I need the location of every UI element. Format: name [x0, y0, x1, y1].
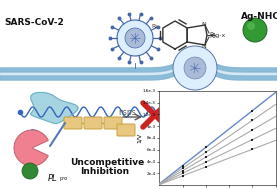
- Text: R₁: R₁: [209, 32, 216, 36]
- Text: RdRp complex: RdRp complex: [175, 92, 230, 101]
- Circle shape: [117, 20, 153, 56]
- Text: R₂: R₂: [152, 25, 158, 29]
- Point: [180, 164, 185, 167]
- Circle shape: [193, 110, 217, 134]
- FancyBboxPatch shape: [64, 117, 82, 129]
- Polygon shape: [31, 92, 78, 124]
- Wedge shape: [14, 130, 48, 166]
- Circle shape: [247, 22, 255, 30]
- Circle shape: [200, 115, 230, 145]
- Circle shape: [125, 28, 145, 48]
- Y-axis label: 1/V: 1/V: [136, 133, 142, 143]
- Point: [250, 129, 255, 132]
- Point: [204, 165, 208, 168]
- Circle shape: [243, 18, 267, 42]
- Text: Inhibition: Inhibition: [80, 167, 129, 176]
- Point: [204, 160, 208, 163]
- Point: [250, 148, 255, 151]
- Text: nsps: nsps: [118, 108, 136, 117]
- FancyBboxPatch shape: [104, 117, 122, 129]
- Text: pro: pro: [59, 176, 67, 181]
- Point: [250, 119, 255, 122]
- FancyBboxPatch shape: [84, 117, 102, 129]
- Circle shape: [173, 46, 217, 90]
- Point: [180, 169, 185, 172]
- Point: [250, 109, 255, 112]
- Text: Ag-NHC: Ag-NHC: [241, 12, 277, 21]
- Point: [250, 138, 255, 141]
- Text: SARS-CoV-2: SARS-CoV-2: [4, 18, 64, 27]
- FancyBboxPatch shape: [117, 124, 135, 136]
- Circle shape: [22, 163, 38, 179]
- Text: Uncompetitive: Uncompetitive: [70, 158, 144, 167]
- Circle shape: [184, 57, 206, 79]
- Point: [180, 174, 185, 177]
- Point: [180, 172, 185, 175]
- Point: [204, 151, 208, 154]
- Circle shape: [204, 107, 226, 129]
- Text: N: N: [202, 22, 206, 26]
- Circle shape: [212, 120, 232, 140]
- Text: R₁: R₁: [209, 33, 216, 39]
- Text: PL: PL: [48, 174, 58, 183]
- Point: [204, 146, 208, 149]
- Text: Ag-x: Ag-x: [212, 33, 226, 37]
- Circle shape: [214, 108, 242, 136]
- Text: N: N: [202, 43, 206, 49]
- Point: [180, 167, 185, 170]
- Point: [204, 156, 208, 159]
